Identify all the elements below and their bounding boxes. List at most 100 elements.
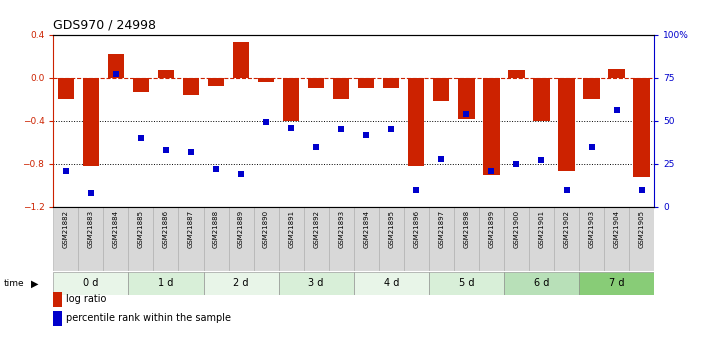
Bar xyxy=(404,207,429,271)
Bar xyxy=(58,78,74,99)
Bar xyxy=(358,78,375,88)
Text: GSM21898: GSM21898 xyxy=(464,209,469,248)
Text: 1 d: 1 d xyxy=(159,278,173,288)
Point xyxy=(436,156,447,161)
Bar xyxy=(479,207,504,271)
Point xyxy=(411,187,422,193)
Point xyxy=(561,187,572,193)
Text: GSM21896: GSM21896 xyxy=(413,209,419,248)
Bar xyxy=(308,78,324,88)
Bar xyxy=(304,207,328,271)
Text: GSM21899: GSM21899 xyxy=(488,209,494,248)
Point xyxy=(385,127,397,132)
Point xyxy=(486,168,497,174)
Bar xyxy=(328,207,353,271)
Bar xyxy=(454,207,479,271)
Point xyxy=(60,168,72,174)
Bar xyxy=(82,78,99,166)
Bar xyxy=(203,207,228,271)
Bar xyxy=(433,78,449,101)
Text: GSM21882: GSM21882 xyxy=(63,209,69,248)
Bar xyxy=(53,207,78,271)
Text: log ratio: log ratio xyxy=(66,295,107,304)
Bar xyxy=(629,207,654,271)
Text: GSM21905: GSM21905 xyxy=(638,209,645,248)
Bar xyxy=(634,78,650,177)
Bar xyxy=(279,272,353,295)
Bar xyxy=(228,207,254,271)
Point xyxy=(160,147,171,153)
Bar xyxy=(103,207,129,271)
Text: GSM21897: GSM21897 xyxy=(439,209,444,248)
Text: GSM21892: GSM21892 xyxy=(313,209,319,248)
Bar xyxy=(579,272,654,295)
Bar xyxy=(78,207,103,271)
Bar xyxy=(108,54,124,78)
Bar xyxy=(258,78,274,82)
Point xyxy=(135,135,146,141)
Bar xyxy=(504,272,579,295)
Bar xyxy=(333,78,349,99)
Bar xyxy=(233,42,250,78)
Point xyxy=(586,144,597,149)
Bar xyxy=(508,70,525,78)
Bar xyxy=(458,78,474,119)
Text: GSM21902: GSM21902 xyxy=(564,209,570,248)
Bar xyxy=(483,78,500,175)
Point xyxy=(536,158,547,163)
Bar xyxy=(154,207,178,271)
Text: GSM21904: GSM21904 xyxy=(614,209,619,248)
Bar xyxy=(604,207,629,271)
Bar xyxy=(408,78,424,166)
Point xyxy=(636,187,647,193)
Text: GSM21889: GSM21889 xyxy=(238,209,244,248)
Bar xyxy=(554,207,579,271)
Text: GSM21903: GSM21903 xyxy=(589,209,594,248)
Point xyxy=(360,132,372,137)
Point xyxy=(285,125,296,130)
Bar xyxy=(178,207,203,271)
Bar xyxy=(609,69,625,78)
Bar xyxy=(584,78,599,99)
Bar xyxy=(129,272,203,295)
Bar xyxy=(579,207,604,271)
Bar xyxy=(429,272,504,295)
Point xyxy=(260,120,272,125)
Text: GSM21890: GSM21890 xyxy=(263,209,269,248)
Text: GSM21891: GSM21891 xyxy=(288,209,294,248)
Bar xyxy=(283,78,299,121)
Bar xyxy=(558,78,574,171)
Bar xyxy=(353,272,429,295)
Text: GDS970 / 24998: GDS970 / 24998 xyxy=(53,19,156,32)
Bar xyxy=(129,207,154,271)
Text: 7 d: 7 d xyxy=(609,278,624,288)
Bar xyxy=(533,78,550,121)
Bar xyxy=(279,207,304,271)
Bar xyxy=(208,78,224,86)
Text: GSM21888: GSM21888 xyxy=(213,209,219,248)
Point xyxy=(461,111,472,117)
Bar xyxy=(203,272,279,295)
Text: GSM21895: GSM21895 xyxy=(388,209,395,248)
Bar xyxy=(353,207,379,271)
Point xyxy=(210,166,222,172)
Text: percentile rank within the sample: percentile rank within the sample xyxy=(66,314,231,323)
Point xyxy=(235,171,247,177)
Text: GSM21893: GSM21893 xyxy=(338,209,344,248)
Text: GSM21887: GSM21887 xyxy=(188,209,194,248)
Text: 5 d: 5 d xyxy=(459,278,474,288)
Bar xyxy=(504,207,529,271)
Bar xyxy=(429,207,454,271)
Bar xyxy=(379,207,404,271)
Bar xyxy=(529,207,554,271)
Bar xyxy=(183,78,199,95)
Point xyxy=(186,149,197,155)
Text: 4 d: 4 d xyxy=(384,278,399,288)
Point xyxy=(311,144,322,149)
Text: GSM21884: GSM21884 xyxy=(113,209,119,248)
Text: GSM21886: GSM21886 xyxy=(163,209,169,248)
Text: 6 d: 6 d xyxy=(534,278,549,288)
Text: 0 d: 0 d xyxy=(83,278,99,288)
Point xyxy=(85,190,97,196)
Bar xyxy=(133,78,149,92)
